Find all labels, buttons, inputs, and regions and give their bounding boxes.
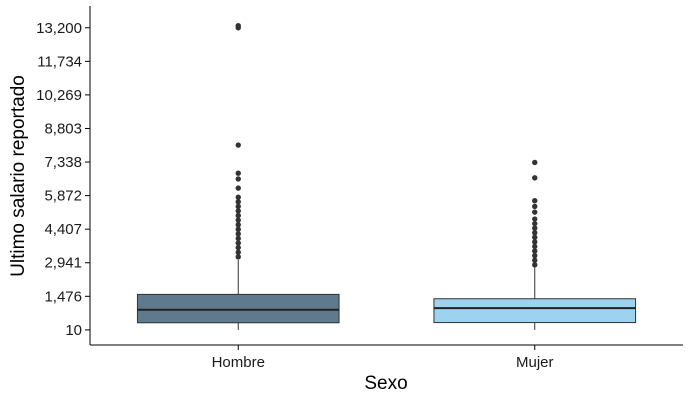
outlier-point-mujer — [532, 262, 538, 268]
axes: 10 1,476 2,941 4,407 5,872 7,338 8,803 10,269 11… — [36, 20, 553, 371]
outlier-point-hombre — [235, 212, 241, 219]
outlier-point-hombre — [235, 194, 241, 200]
outlier-point-mujer — [532, 234, 538, 241]
y-tick-label: 10,269 — [36, 87, 82, 104]
outlier-point-mujer — [532, 230, 538, 236]
y-tick-label: 2,941 — [44, 255, 82, 272]
outlier-point-hombre — [235, 208, 241, 214]
outlier-point-hombre — [235, 142, 241, 148]
box-mujer — [433, 298, 637, 324]
outlier-point-hombre — [235, 222, 241, 228]
outlier-point-hombre — [235, 185, 241, 191]
outlier-point-hombre — [235, 203, 241, 210]
outlier-point-hombre — [235, 235, 241, 242]
y-tick-label: 13,200 — [36, 20, 82, 37]
outlier-point-hombre — [235, 226, 241, 233]
outlier-point-mujer — [532, 239, 538, 245]
outlier-point-hombre — [235, 22, 241, 29]
outlier-point-hombre — [235, 249, 241, 255]
box-hombre — [136, 293, 340, 324]
y-tick-label: 7,338 — [44, 154, 82, 171]
outlier-point-mujer — [532, 175, 538, 181]
outlier-point-hombre — [235, 199, 241, 205]
y-tick-label: 11,734 — [37, 53, 82, 70]
outlier-point-hombre — [235, 176, 241, 182]
outlier-point-mujer — [532, 203, 538, 210]
outlier-point-hombre — [235, 240, 241, 246]
x-axis-title: Sexo — [364, 373, 407, 394]
outlier-point-hombre — [235, 217, 241, 223]
outlier-point-hombre — [235, 170, 241, 176]
plot-area — [136, 22, 637, 330]
y-tick-label: 4,407 — [44, 221, 82, 238]
y-axis-title: Ultimo salario reportado — [8, 75, 29, 277]
x-tick-label: Hombre — [212, 354, 265, 371]
outlier-point-mujer — [532, 209, 538, 215]
outlier-point-mujer — [532, 243, 538, 250]
y-tick-label: 8,803 — [44, 120, 82, 137]
y-tick-label: 5,872 — [44, 188, 82, 205]
outlier-point-hombre — [235, 254, 241, 260]
outlier-point-hombre — [235, 231, 241, 237]
y-tick-label: 10 — [65, 322, 82, 339]
outlier-point-mujer — [532, 252, 538, 259]
outlier-point-mujer — [532, 159, 538, 166]
outlier-point-mujer — [532, 220, 538, 227]
outlier-point-mujer — [532, 248, 538, 254]
x-tick-label: Mujer — [516, 354, 554, 371]
y-tick-label: 1,476 — [44, 288, 82, 305]
outlier-point-mujer — [532, 225, 538, 231]
outlier-point-mujer — [532, 197, 538, 204]
outlier-point-mujer — [532, 257, 538, 263]
outlier-point-mujer — [532, 216, 538, 222]
outlier-point-hombre — [235, 244, 241, 251]
